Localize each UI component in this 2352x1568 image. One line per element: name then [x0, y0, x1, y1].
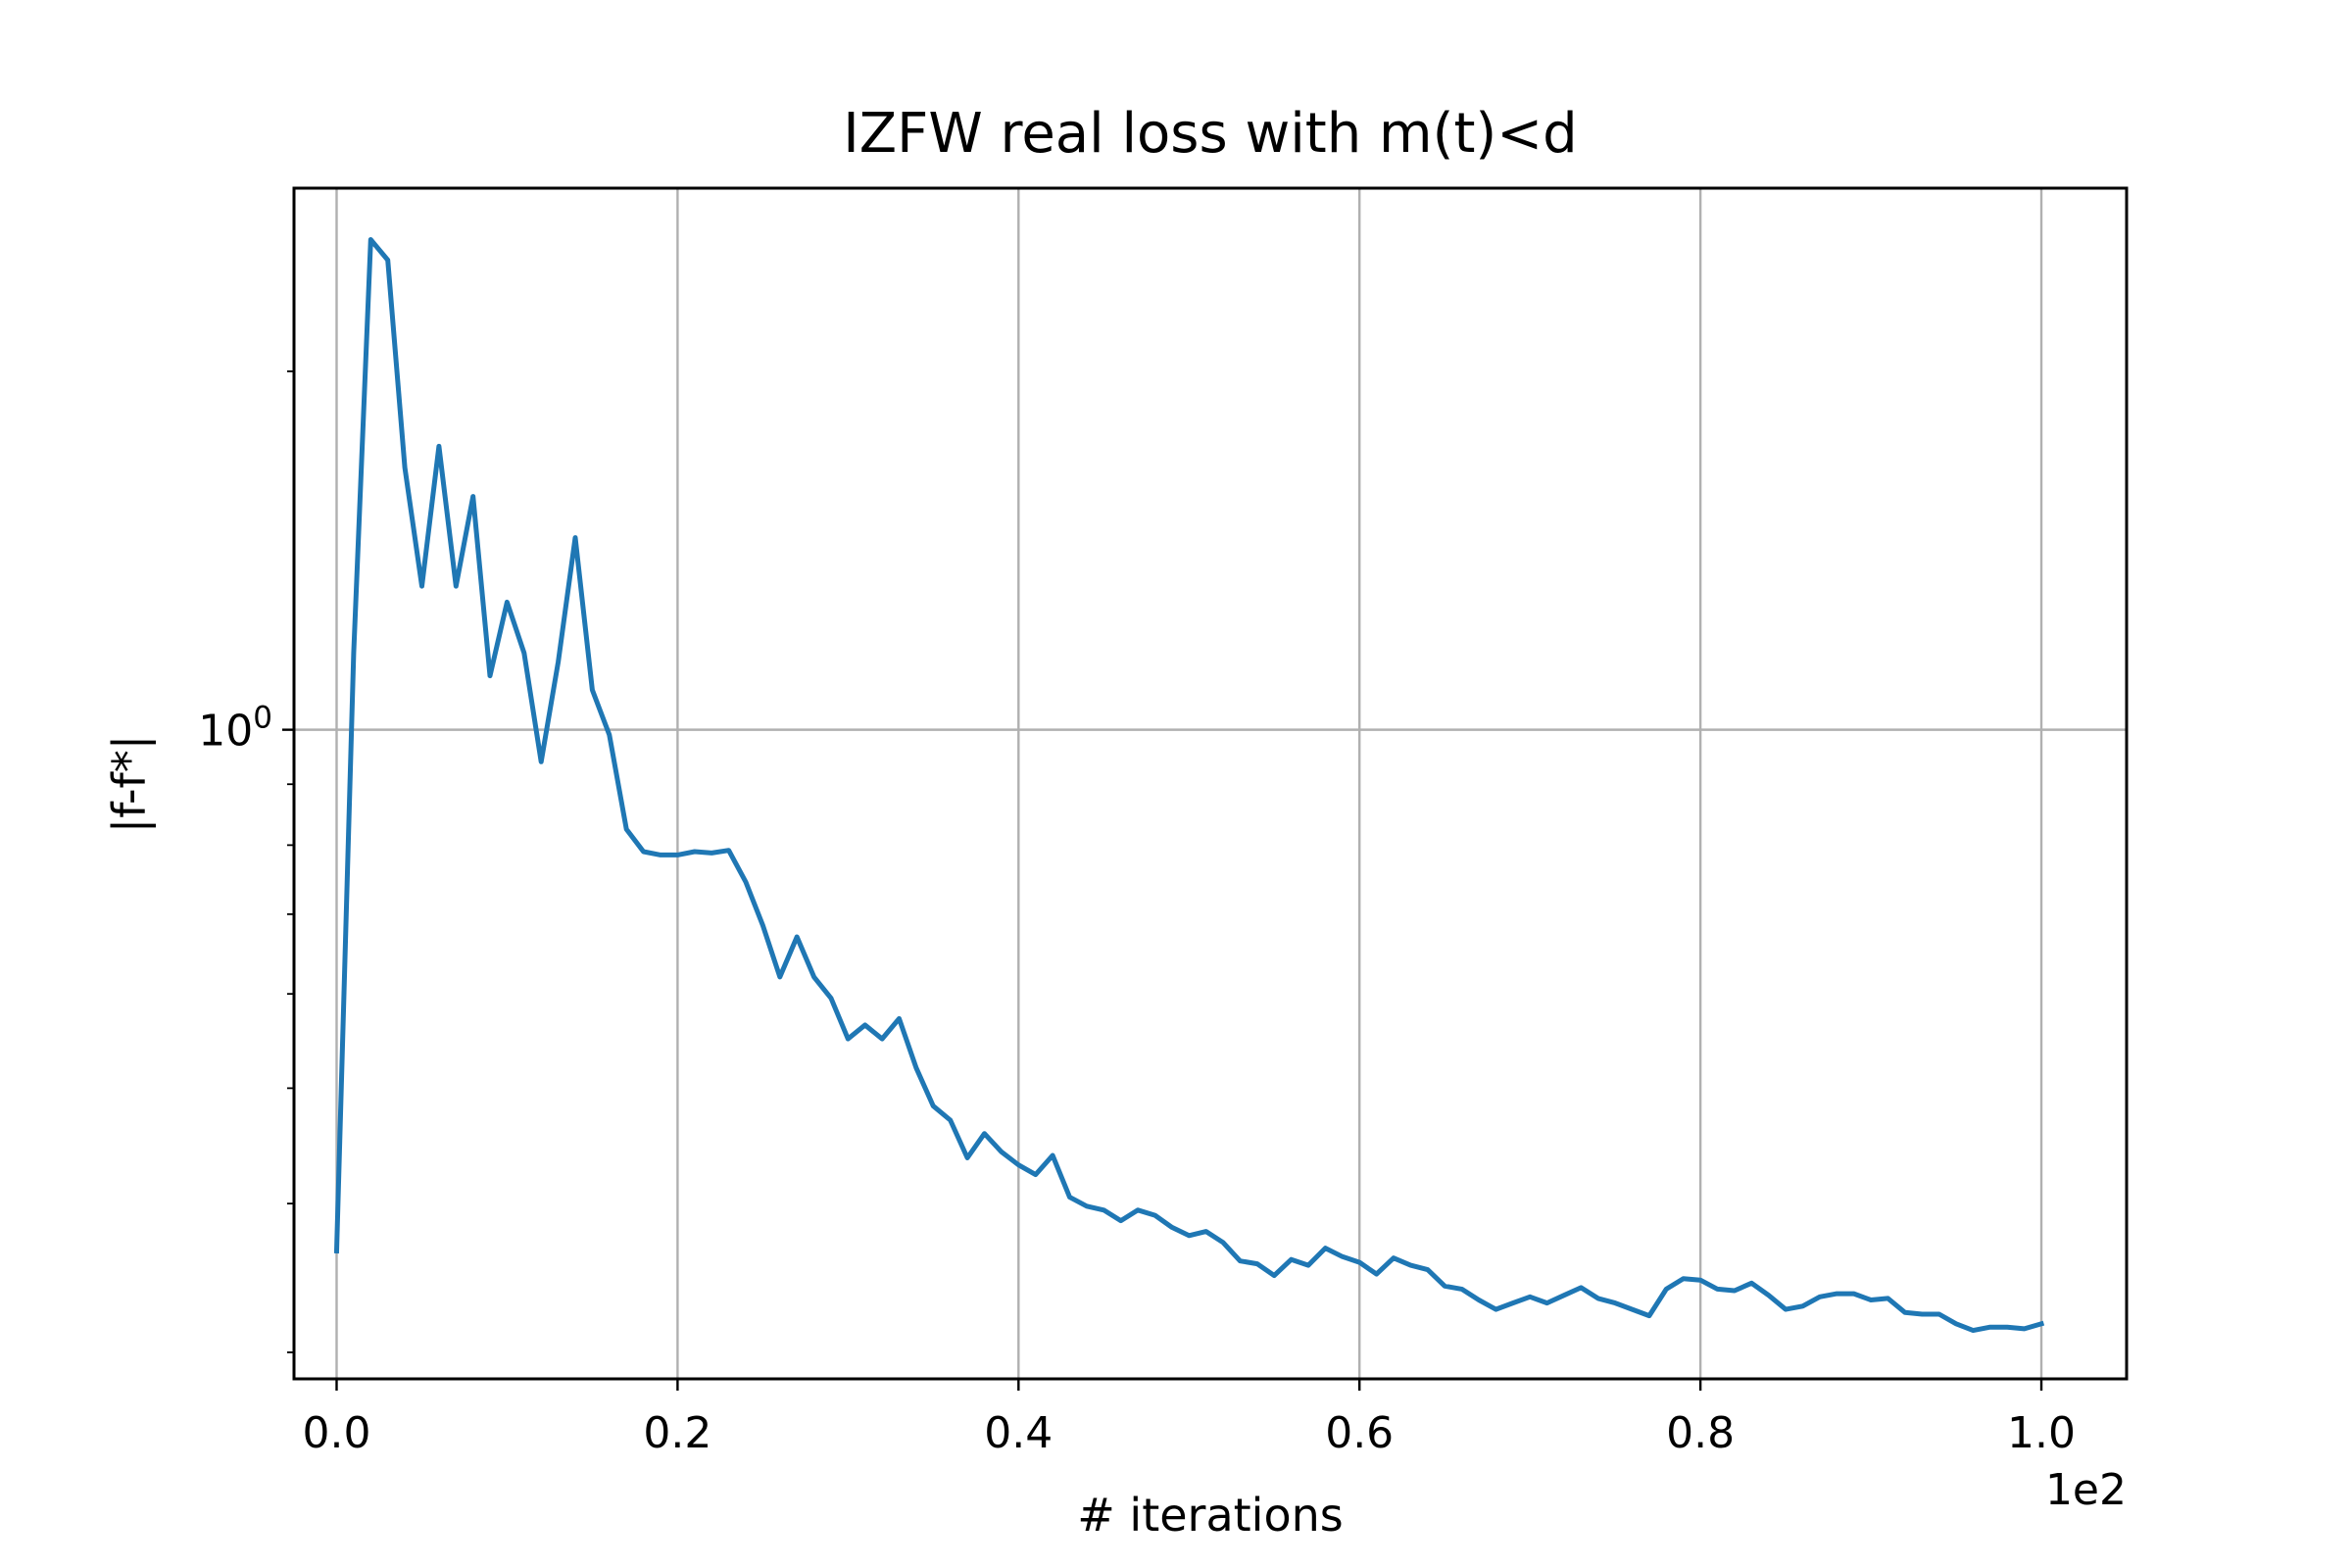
x-tick-label: 0.6 — [1325, 1408, 1394, 1458]
y-tick-label: 100 — [198, 701, 272, 757]
x-tick-label: 0.4 — [984, 1408, 1053, 1458]
grid-lines — [294, 188, 2127, 1379]
x-axis-label: # iterations — [1077, 1489, 1343, 1542]
x-axis-offset-text: 1e2 — [2045, 1465, 2127, 1515]
x-tick-label: 1.0 — [2007, 1408, 2076, 1458]
axis-ticks: 0.0 0.2 0.4 0.6 0.8 1.0 100 — [198, 369, 2076, 1458]
x-tick-label: 0.0 — [302, 1408, 370, 1458]
x-tick-label: 0.8 — [1666, 1408, 1735, 1458]
x-tick-label: 0.2 — [643, 1408, 711, 1458]
data-layer — [333, 237, 2045, 1334]
chart-title: IZFW real loss with m(t)<d — [843, 102, 1577, 166]
y-axis-label: |f-f*| — [103, 735, 157, 833]
series-line — [333, 237, 2045, 1334]
